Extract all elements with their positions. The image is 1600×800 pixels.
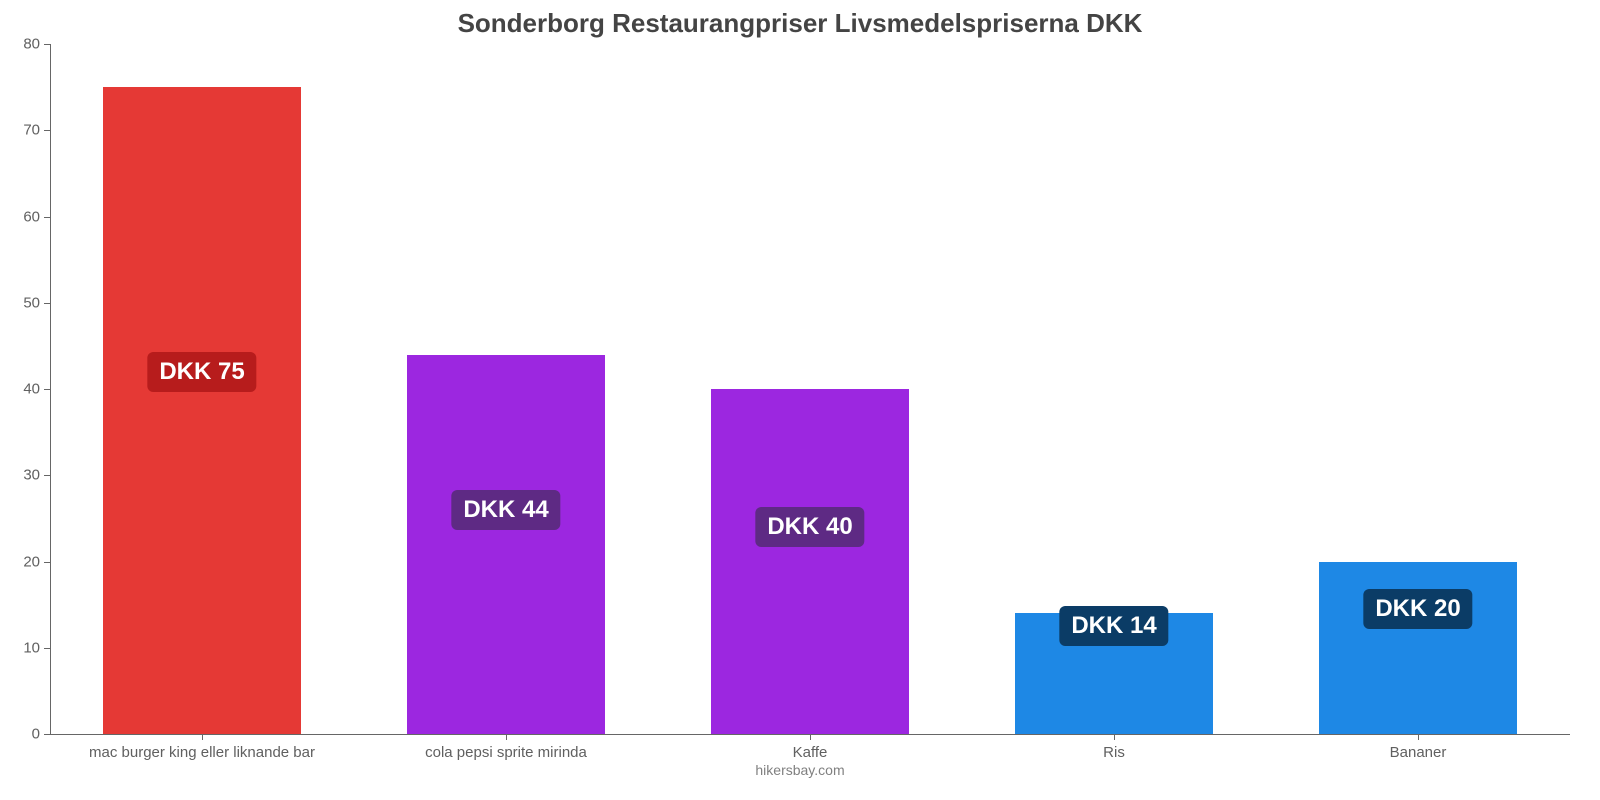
xtick-mark [506,734,507,740]
bar [711,389,909,734]
ytick-mark [44,562,50,563]
ytick-mark [44,44,50,45]
ytick-mark [44,130,50,131]
ytick-label: 80 [0,36,40,53]
ytick-label: 0 [0,726,40,743]
ytick-label: 40 [0,381,40,398]
ytick-label: 50 [0,294,40,311]
ytick-mark [44,303,50,304]
ytick-mark [44,217,50,218]
ytick-label: 70 [0,122,40,139]
bar [103,87,301,734]
ytick-label: 10 [0,639,40,656]
value-badge: DKK 20 [1363,589,1472,629]
value-badge: DKK 44 [451,490,560,530]
value-badge: DKK 75 [147,352,256,392]
xtick-label: mac burger king eller liknande bar [89,744,315,761]
xtick-label: Kaffe [793,744,828,761]
ytick-label: 20 [0,553,40,570]
ytick-mark [44,648,50,649]
price-bar-chart: Sonderborg Restaurangpriser Livsmedelspr… [0,0,1600,800]
y-axis [50,44,51,734]
ytick-label: 60 [0,208,40,225]
chart-title: Sonderborg Restaurangpriser Livsmedelspr… [0,8,1600,39]
xtick-mark [1418,734,1419,740]
bar [407,355,605,735]
attribution-text: hikersbay.com [0,762,1600,778]
ytick-label: 30 [0,467,40,484]
ytick-mark [44,734,50,735]
xtick-mark [202,734,203,740]
xtick-label: cola pepsi sprite mirinda [425,744,587,761]
xtick-label: Bananer [1390,744,1447,761]
xtick-mark [810,734,811,740]
ytick-mark [44,475,50,476]
xtick-label: Ris [1103,744,1125,761]
bar [1319,562,1517,735]
plot-area: 01020304050607080mac burger king eller l… [50,44,1570,734]
xtick-mark [1114,734,1115,740]
value-badge: DKK 40 [755,507,864,547]
value-badge: DKK 14 [1059,606,1168,646]
ytick-mark [44,389,50,390]
